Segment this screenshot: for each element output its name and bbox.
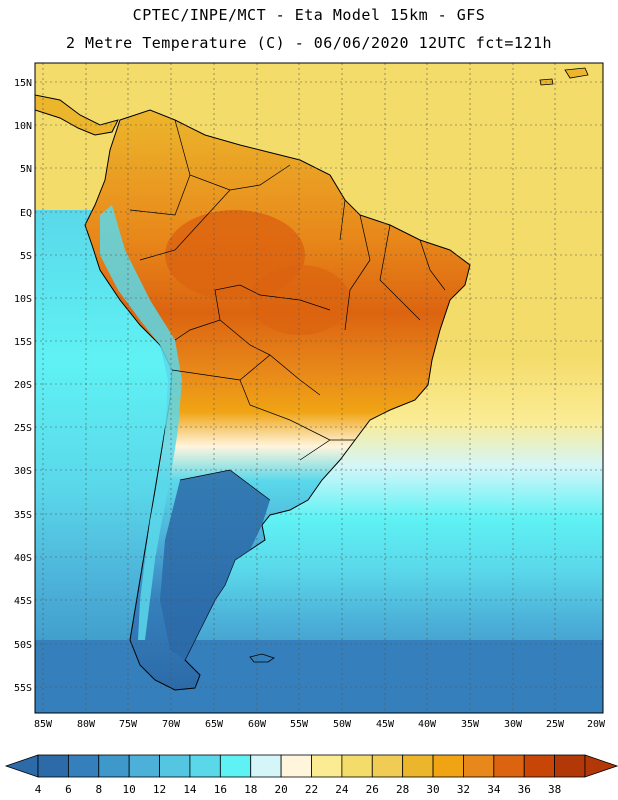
colorbar-label: 10 [123, 783, 136, 796]
country-borders [129, 119, 446, 501]
lon-label: 20W [587, 719, 606, 730]
andes-cold-strip [100, 205, 182, 640]
caribbean-islands [539, 67, 589, 86]
lat-label: 5N [20, 164, 32, 175]
lat-label: 5S [20, 251, 32, 262]
lat-label: 20S [14, 380, 32, 391]
colorbar-label: 22 [305, 783, 318, 796]
map-subtitle: 2 Metre Temperature (C) - 06/06/2020 12U… [65, 34, 553, 52]
colorbar-swatch [67, 754, 100, 778]
lat-label: 30S [14, 466, 32, 477]
lon-label: 80W [77, 719, 96, 730]
colorbar-label: 28 [396, 783, 409, 796]
lon-label: 50W [333, 719, 352, 730]
colorbar-swatch [128, 754, 160, 778]
colorbar-high-arrow [584, 754, 618, 778]
lon-label: 85W [34, 719, 53, 730]
lat-label: EQ [20, 208, 32, 219]
colorbar-swatch [37, 754, 69, 778]
lon-label: 70W [162, 719, 181, 730]
colorbar-swatch [402, 754, 434, 778]
lat-label: 15S [14, 337, 32, 348]
colorbar-swatch [341, 754, 373, 778]
colorbar-swatch [554, 754, 586, 778]
patagonia-cold [160, 470, 270, 660]
colorbar-label: 26 [366, 783, 379, 796]
lon-label: 75W [119, 719, 138, 730]
lat-label: 55S [14, 683, 32, 694]
colorbar-swatch [493, 754, 525, 778]
colorbar-label: 30 [426, 783, 439, 796]
lat-label: 50S [14, 640, 32, 651]
lon-label: 65W [205, 719, 224, 730]
graticule [35, 63, 603, 713]
lat-label: 25S [14, 423, 32, 434]
longitude-labels: 85W 80W 75W 70W 65W 60W 55W 50W 45W 40W … [34, 719, 606, 730]
lat-label: 35S [14, 510, 32, 521]
colorbar-label: 12 [153, 783, 166, 796]
colorbar-swatch [311, 754, 343, 778]
colorbar-swatch [280, 754, 312, 778]
colorbar-label: 34 [487, 783, 501, 796]
colorbar-swatch [219, 754, 252, 778]
latitude-labels: 15N 10N 5N EQ 5S 10S 15S 20S 25S 30S 35S… [14, 78, 32, 694]
southern-ocean-field [35, 640, 603, 713]
colorbar-swatch [189, 754, 221, 778]
colorbar-swatch [432, 754, 464, 778]
colorbar-label: 18 [244, 783, 257, 796]
lon-label: 35W [461, 719, 480, 730]
colorbar-label: 14 [183, 783, 197, 796]
lat-label: 15N [14, 78, 32, 89]
colorbar-label: 8 [95, 783, 102, 796]
colorbar-label: 24 [335, 783, 349, 796]
colorbar-label: 16 [214, 783, 227, 796]
colorbar-label: 20 [274, 783, 287, 796]
lon-label: 30W [504, 719, 523, 730]
colorbar-swatch [159, 754, 191, 778]
colorbar-label: 32 [457, 783, 470, 796]
colorbar-label: 38 [548, 783, 561, 796]
color-scale-legend: 4 6 8 10 12 14 16 18 20 22 24 26 28 30 32 34 36 38 [4, 754, 618, 796]
lon-label: 45W [376, 719, 395, 730]
colorbar-swatch [98, 754, 130, 778]
lon-label: 60W [248, 719, 267, 730]
lon-label: 40W [418, 719, 437, 730]
map-frame [34, 62, 604, 714]
lat-label: 10S [14, 294, 32, 305]
colorbar-low-arrow [4, 754, 39, 778]
colorbar-swatch [463, 754, 495, 778]
lat-label: 40S [14, 553, 32, 564]
colorbar-swatch [250, 754, 282, 778]
lon-label: 25W [546, 719, 565, 730]
colorbar-swatch [371, 754, 404, 778]
colorbar-label: 4 [35, 783, 42, 796]
lat-label: 10N [14, 121, 32, 132]
map-title: CPTEC/INPE/MCT - Eta Model 15km - GFS [132, 6, 486, 24]
colorbar-label: 36 [518, 783, 531, 796]
colorbar-swatch [523, 754, 556, 778]
falkland-islands [249, 653, 275, 663]
central-america-land [35, 94, 119, 136]
colorbar-label: 6 [65, 783, 72, 796]
lon-label: 55W [290, 719, 309, 730]
lat-label: 45S [14, 596, 32, 607]
